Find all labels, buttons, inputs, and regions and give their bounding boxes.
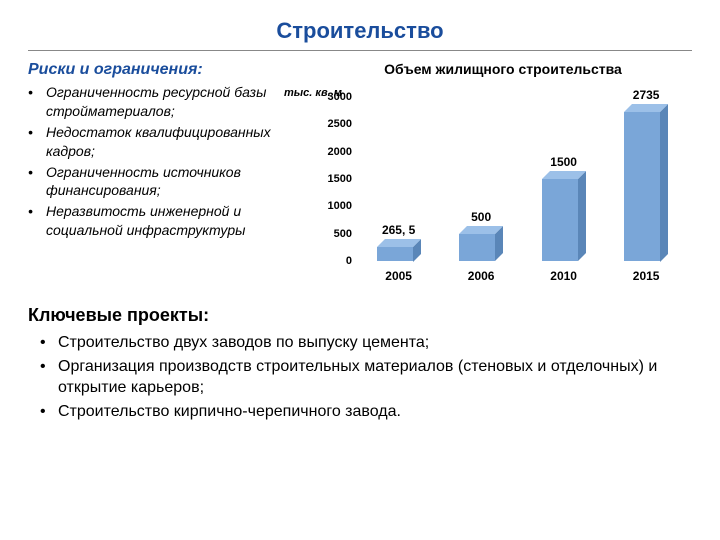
risks-item: •Ограниченность источников финансировани… xyxy=(28,163,280,201)
chart-bar-side xyxy=(660,104,668,262)
chart-bar-label: 1500 xyxy=(524,155,604,169)
key-projects-item: •Организация производств строительных ма… xyxy=(28,356,692,399)
chart-bar-side xyxy=(578,171,586,261)
chart-plot: 050010001500200025003000265, 55001500273… xyxy=(356,97,688,261)
chart-ytick: 2000 xyxy=(322,146,352,158)
chart-bar-top xyxy=(624,104,668,112)
chart-bar-front xyxy=(624,112,660,262)
risks-item-text: Ограниченность ресурсной базы стройматер… xyxy=(46,83,280,121)
bullet-icon: • xyxy=(40,356,58,399)
chart-bar-top xyxy=(542,171,586,179)
risks-item-text: Ограниченность источников финансирования… xyxy=(46,163,280,201)
page-title: Строительство xyxy=(28,18,692,50)
risks-heading: Риски и ограничения: xyxy=(28,61,280,79)
risks-item: •Неразвитость инженерной и социальной ин… xyxy=(28,202,280,240)
risks-column: Риски и ограничения: •Ограниченность рес… xyxy=(28,61,280,283)
key-projects-item: •Строительство двух заводов по выпуску ц… xyxy=(28,332,692,354)
risks-item: •Ограниченность ресурсной базы строймате… xyxy=(28,83,280,121)
chart-bar-label: 2735 xyxy=(606,88,686,102)
chart-ytick: 500 xyxy=(322,228,352,240)
key-projects-item-text: Организация производств строительных мат… xyxy=(58,356,692,399)
chart-bar-label: 265, 5 xyxy=(359,223,439,237)
bullet-icon: • xyxy=(40,401,58,423)
bullet-icon: • xyxy=(28,163,46,201)
chart-bar-top xyxy=(377,239,421,247)
chart-ytick: 1000 xyxy=(322,200,352,212)
chart-area: 050010001500200025003000265, 55001500273… xyxy=(324,83,692,283)
title-divider xyxy=(28,50,692,51)
chart-bar: 1500 xyxy=(542,179,586,261)
chart-ytick: 2500 xyxy=(322,118,352,130)
chart-bar: 265, 5 xyxy=(377,247,421,262)
chart-xcategory: 2005 xyxy=(369,269,429,283)
chart-ytick: 1500 xyxy=(322,173,352,185)
chart-xcategory: 2015 xyxy=(616,269,676,283)
chart-bar-label: 500 xyxy=(441,210,521,224)
upper-section: Риски и ограничения: •Ограниченность рес… xyxy=(28,61,692,283)
chart-xcategory: 2006 xyxy=(451,269,511,283)
key-projects-heading: Ключевые проекты: xyxy=(28,305,692,326)
chart-bar: 2735 xyxy=(624,112,668,262)
chart-xcategory: 2010 xyxy=(534,269,594,283)
key-projects-list: •Строительство двух заводов по выпуску ц… xyxy=(28,332,692,422)
key-projects-item: •Строительство кирпично-черепичного заво… xyxy=(28,401,692,423)
chart-bar-top xyxy=(459,226,503,234)
chart-bar: 500 xyxy=(459,234,503,261)
chart-column: Объем жилищного строительства тыс. кв. м… xyxy=(284,61,692,283)
risks-list: •Ограниченность ресурсной базы строймате… xyxy=(28,83,280,240)
chart-bar-front xyxy=(542,179,578,261)
key-projects-item-text: Строительство кирпично-черепичного завод… xyxy=(58,401,692,423)
chart-ytick: 3000 xyxy=(322,91,352,103)
chart-ytick: 0 xyxy=(322,255,352,267)
bullet-icon: • xyxy=(28,83,46,121)
risks-item-text: Неразвитость инженерной и социальной инф… xyxy=(46,202,280,240)
bullet-icon: • xyxy=(28,123,46,161)
risks-item-text: Недостаток квалифицированных кадров; xyxy=(46,123,280,161)
chart-bar-front xyxy=(459,234,495,261)
chart-bar-front xyxy=(377,247,413,262)
chart-title: Объем жилищного строительства xyxy=(314,61,692,77)
bullet-icon: • xyxy=(28,202,46,240)
bullet-icon: • xyxy=(40,332,58,354)
risks-item: •Недостаток квалифицированных кадров; xyxy=(28,123,280,161)
key-projects-item-text: Строительство двух заводов по выпуску це… xyxy=(58,332,692,354)
